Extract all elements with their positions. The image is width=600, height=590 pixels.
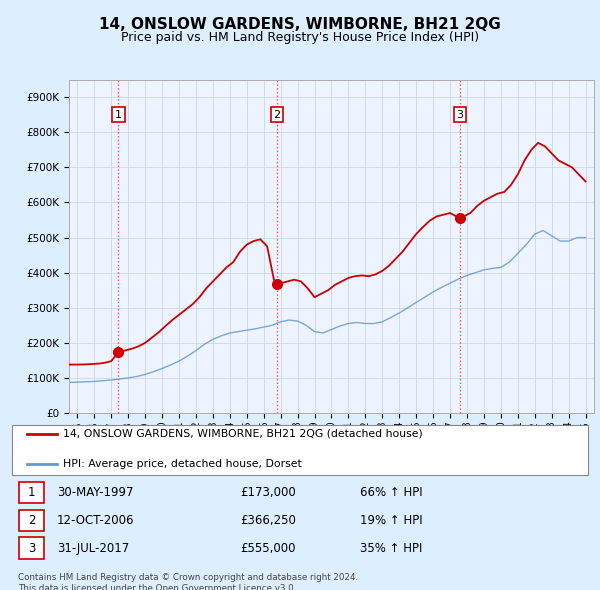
Text: 2: 2 xyxy=(274,110,281,120)
Text: 31-JUL-2017: 31-JUL-2017 xyxy=(57,542,129,555)
Text: Price paid vs. HM Land Registry's House Price Index (HPI): Price paid vs. HM Land Registry's House … xyxy=(121,31,479,44)
Text: 14, ONSLOW GARDENS, WIMBORNE, BH21 2QG (detached house): 14, ONSLOW GARDENS, WIMBORNE, BH21 2QG (… xyxy=(63,429,423,438)
Text: 12-OCT-2006: 12-OCT-2006 xyxy=(57,514,134,527)
Text: £366,250: £366,250 xyxy=(240,514,296,527)
Text: 30-MAY-1997: 30-MAY-1997 xyxy=(57,486,133,499)
Text: 19% ↑ HPI: 19% ↑ HPI xyxy=(360,514,422,527)
Text: 3: 3 xyxy=(28,542,35,555)
Text: £555,000: £555,000 xyxy=(240,542,296,555)
Text: 1: 1 xyxy=(28,486,35,499)
Text: 14, ONSLOW GARDENS, WIMBORNE, BH21 2QG: 14, ONSLOW GARDENS, WIMBORNE, BH21 2QG xyxy=(99,17,501,31)
Text: 3: 3 xyxy=(457,110,463,120)
Text: 2: 2 xyxy=(28,514,35,527)
Text: Contains HM Land Registry data © Crown copyright and database right 2024.
This d: Contains HM Land Registry data © Crown c… xyxy=(18,573,358,590)
Text: 66% ↑ HPI: 66% ↑ HPI xyxy=(360,486,422,499)
Text: HPI: Average price, detached house, Dorset: HPI: Average price, detached house, Dors… xyxy=(63,460,302,469)
Text: 1: 1 xyxy=(115,110,122,120)
Text: 35% ↑ HPI: 35% ↑ HPI xyxy=(360,542,422,555)
Text: £173,000: £173,000 xyxy=(240,486,296,499)
